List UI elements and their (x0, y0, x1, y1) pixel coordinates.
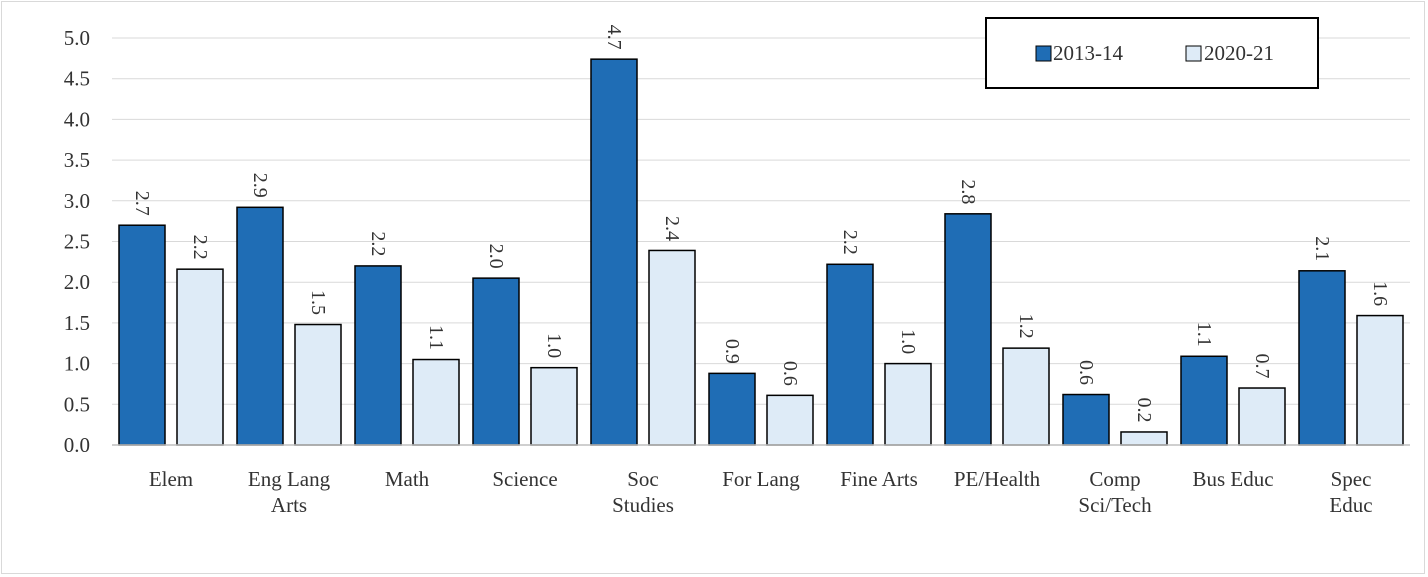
x-category-label: Science (492, 467, 557, 491)
data-label: 2.2 (189, 235, 211, 260)
bar-spec-educ-2013-14 (1298, 270, 1346, 446)
x-category-label: Arts (271, 493, 307, 517)
bar-pe-health-2020-21 (1002, 347, 1050, 446)
bar-science-2013-14 (472, 277, 520, 446)
bars (118, 58, 1404, 446)
x-category-label: Eng Lang (248, 467, 331, 491)
x-category-label: Elem (149, 467, 193, 491)
data-label: 1.1 (425, 325, 447, 350)
bar-spec-educ-2020-21 (1356, 314, 1404, 446)
data-labels: 2.7 2.2 2.9 1.5 2.2 1.1 2.0 1.0 4.7 2.4 0.9 0.6 2.2 1… (131, 25, 1391, 423)
bar-fine-arts-2020-21 (884, 362, 932, 446)
y-tick-label: 0.0 (64, 433, 90, 457)
x-category-label: Sci/Tech (1078, 493, 1152, 517)
bar-science-2020-21 (530, 366, 578, 446)
data-label: 2.9 (249, 173, 271, 198)
bar-math-2013-14 (354, 265, 402, 446)
legend: 2013-14 2020-21 (985, 17, 1319, 89)
y-tick-label: 4.0 (64, 107, 90, 131)
legend-label-2020-21: 2020-21 (1204, 41, 1274, 65)
bar-comp-sci-tech-2013-14 (1062, 393, 1110, 446)
y-tick-label: 2.0 (64, 270, 90, 294)
x-category-label: Spec (1331, 467, 1372, 491)
y-tick-label: 1.0 (64, 352, 90, 376)
data-label: 1.0 (543, 333, 565, 358)
y-tick-label: 1.5 (64, 311, 90, 335)
y-tick-label: 3.0 (64, 189, 90, 213)
data-label: 2.8 (957, 179, 979, 204)
bar-soc-studies-2013-14 (590, 58, 638, 446)
data-label: 1.1 (1193, 322, 1215, 347)
legend-swatch-2013-14 (1035, 45, 1052, 62)
x-category-label: PE/Health (954, 467, 1041, 491)
bar-for-lang-2020-21 (766, 394, 814, 446)
data-label: 0.9 (721, 339, 743, 364)
data-label: 4.7 (603, 25, 625, 50)
data-label: 2.4 (661, 216, 683, 241)
data-label: 1.0 (897, 329, 919, 354)
y-axis-tick-labels: 0.0 0.5 1.0 1.5 2.0 2.5 3.0 3.5 4.0 4.5 5.0 (64, 26, 90, 457)
bar-fine-arts-2013-14 (826, 263, 874, 446)
bar-elem-2020-21 (176, 268, 224, 446)
bar-eng-lang-arts-2013-14 (236, 206, 284, 446)
data-label: 1.2 (1015, 314, 1037, 339)
y-tick-label: 3.5 (64, 148, 90, 172)
data-label: 1.5 (307, 290, 329, 315)
bar-bus-educ-2013-14 (1180, 355, 1228, 446)
x-category-label: Fine Arts (840, 467, 918, 491)
data-label: 1.6 (1369, 281, 1391, 306)
x-category-label: Bus Educ (1192, 467, 1273, 491)
bar-bus-educ-2020-21 (1238, 387, 1286, 446)
bar-for-lang-2013-14 (708, 372, 756, 446)
bar-soc-studies-2020-21 (648, 249, 696, 446)
data-label: 2.1 (1311, 236, 1333, 261)
legend-swatch-2020-21 (1185, 45, 1202, 62)
bar-math-2020-21 (412, 358, 460, 446)
x-category-label: Soc (627, 467, 659, 491)
x-category-label: Educ (1329, 493, 1372, 517)
bar-comp-sci-tech-2020-21 (1120, 431, 1168, 446)
data-label: 2.0 (485, 244, 507, 269)
bar-elem-2013-14 (118, 224, 166, 446)
bar-pe-health-2013-14 (944, 213, 992, 446)
y-tick-label: 4.5 (64, 67, 90, 91)
x-category-label: For Lang (722, 467, 800, 491)
y-tick-label: 5.0 (64, 26, 90, 50)
y-tick-label: 2.5 (64, 230, 90, 254)
x-category-label: Math (385, 467, 430, 491)
data-label: 0.7 (1251, 354, 1273, 379)
legend-label-2013-14: 2013-14 (1053, 41, 1123, 65)
bar-eng-lang-arts-2020-21 (294, 323, 342, 446)
x-category-label: Comp (1089, 467, 1140, 491)
x-category-label: Studies (612, 493, 674, 517)
data-label: 0.6 (779, 361, 801, 386)
data-label: 2.2 (367, 231, 389, 256)
data-label: 2.7 (131, 191, 153, 216)
data-label: 2.2 (839, 230, 861, 255)
data-label: 0.2 (1133, 397, 1155, 422)
data-label: 0.6 (1075, 360, 1097, 385)
y-tick-label: 0.5 (64, 392, 90, 416)
